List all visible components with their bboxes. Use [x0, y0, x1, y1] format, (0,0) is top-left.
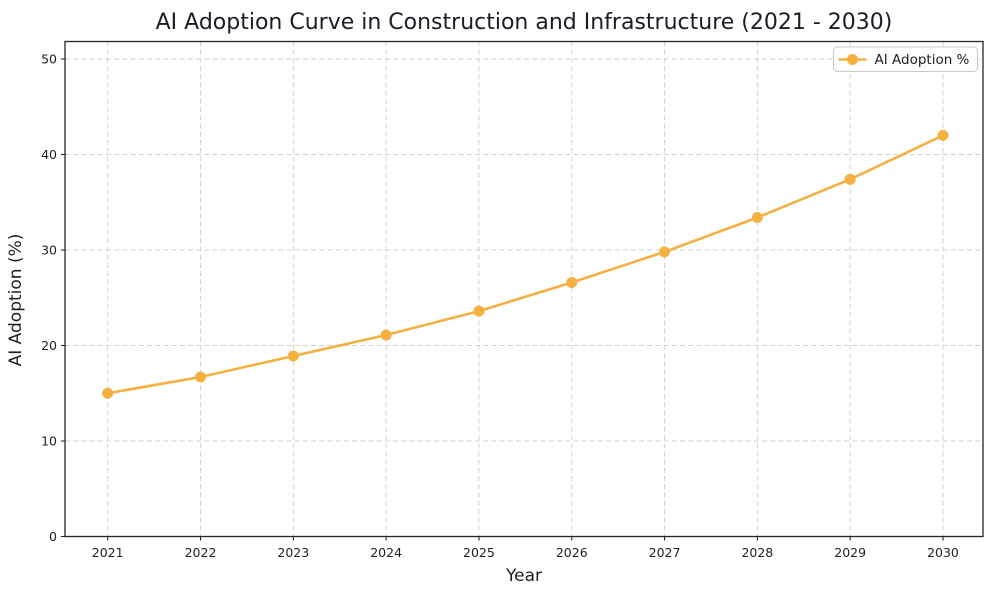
- x-tick-label: 2027: [649, 545, 681, 560]
- x-tick-label: 2022: [185, 545, 217, 560]
- tick-layer: 2021 2022 2023 2024 2025 2026 2027 2028 2029 2030…: [41, 52, 959, 561]
- data-point: [102, 387, 114, 399]
- data-point: [659, 246, 671, 258]
- x-tick-label: 2030: [927, 545, 959, 560]
- data-layer: [102, 129, 949, 399]
- data-point: [287, 350, 299, 362]
- data-point: [195, 371, 207, 383]
- x-axis-label: Year: [505, 566, 542, 586]
- x-tick-label: 2025: [463, 545, 495, 560]
- chart-title: AI Adoption Curve in Construction and In…: [156, 10, 893, 35]
- y-tick-label: 30: [41, 243, 57, 258]
- data-point: [751, 212, 763, 224]
- y-tick-label: 0: [49, 529, 57, 544]
- y-tick-label: 50: [41, 52, 57, 67]
- data-point: [844, 173, 856, 185]
- y-axis-label: AI Adoption (%): [6, 234, 26, 367]
- data-point: [937, 129, 949, 141]
- legend-entry-label: AI Adoption %: [875, 52, 970, 68]
- x-tick-label: 2023: [277, 545, 309, 560]
- x-tick-label: 2028: [741, 545, 773, 560]
- data-point: [473, 305, 485, 317]
- x-tick-label: 2029: [834, 545, 866, 560]
- y-tick-label: 10: [41, 434, 57, 449]
- grid-layer: [65, 41, 983, 537]
- plot-border: [64, 40, 984, 538]
- x-tick-label: 2021: [92, 545, 124, 560]
- data-point: [380, 329, 392, 341]
- legend: AI Adoption %: [833, 46, 978, 72]
- legend-box: [833, 46, 978, 72]
- x-tick-label: 2024: [370, 545, 402, 560]
- y-tick-label: 40: [41, 147, 57, 162]
- y-tick-label: 20: [41, 338, 57, 353]
- data-line: [106, 134, 945, 395]
- x-tick-label: 2026: [556, 545, 588, 560]
- legend-marker-icon: [847, 54, 858, 65]
- data-point: [566, 276, 578, 288]
